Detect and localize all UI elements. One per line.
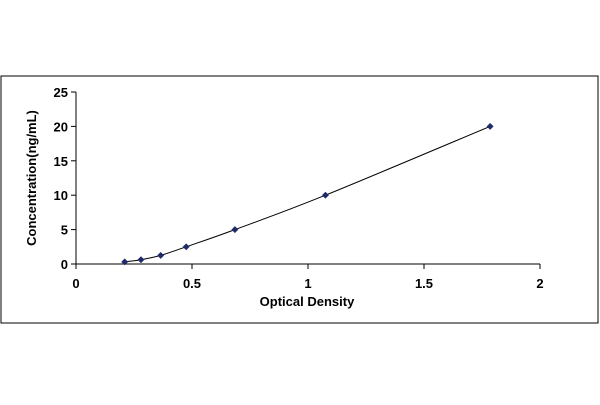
data-point-marker [321,191,329,199]
chart-border [0,75,599,324]
points-layer [121,122,494,266]
y-axis-title: Concentration(ng/mL) [24,110,39,246]
x-tick-label: 0 [72,276,79,291]
x-tick-label: 1.5 [415,276,433,291]
x-tick-label: 0.5 [183,276,201,291]
y-tick-label: 20 [54,119,68,134]
data-point-marker [486,122,494,130]
x-tick-label: 2 [536,276,543,291]
x-tick-label: 1 [304,276,311,291]
y-tick-label: 0 [61,257,68,272]
data-point-marker [157,251,165,259]
y-tick-label: 5 [61,223,68,238]
y-tick-label: 25 [54,85,68,100]
data-point-marker [182,243,190,251]
y-tick-label: 10 [54,188,68,203]
data-point-marker [137,256,145,264]
x-axis-title: Optical Density [260,294,355,309]
y-tick-label: 15 [54,154,68,169]
x-ticks: 0 0.5 1 1.5 2 [72,264,544,291]
y-ticks: 0 5 10 15 20 25 [54,85,76,272]
data-point-marker [121,258,129,266]
data-point-marker [231,226,239,234]
